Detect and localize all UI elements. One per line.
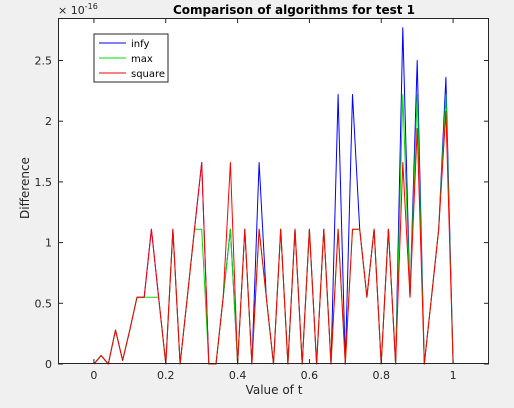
legend-label-square: square <box>131 69 165 80</box>
y-axis-label: Difference <box>18 157 32 219</box>
x-tick-label: 0.4 <box>229 369 247 382</box>
y-tick-label: 0.5 <box>35 297 53 310</box>
axis-ticks: 0 0.2 0.4 0.6 0.8 1 0 0.5 1 1.5 2 2.5 <box>35 18 489 382</box>
axes-box <box>58 18 489 364</box>
x-tick-label: 0 <box>90 369 97 382</box>
y-tick-label: 1.5 <box>35 176 53 189</box>
x-tick-label: 0.8 <box>373 369 391 382</box>
x-axis-label: Value of t <box>246 383 303 397</box>
y-tick-label: 2.5 <box>35 54 53 67</box>
legend-label-max: max <box>131 54 153 65</box>
y-tick-label: 1 <box>45 237 52 250</box>
x-tick-label: 0.6 <box>301 369 319 382</box>
x-tick-label: 0.2 <box>157 369 175 382</box>
y-tick-label: 2 <box>45 115 52 128</box>
chart-title: Comparison of algorithms for test 1 <box>173 3 415 17</box>
y-tick-label: 0 <box>45 358 52 371</box>
x-tick-label: 1 <box>450 369 457 382</box>
y-exponent-label: × 10-16 <box>58 2 98 17</box>
legend-label-infy: infy <box>131 39 149 50</box>
legend: infy max square <box>93 33 169 83</box>
